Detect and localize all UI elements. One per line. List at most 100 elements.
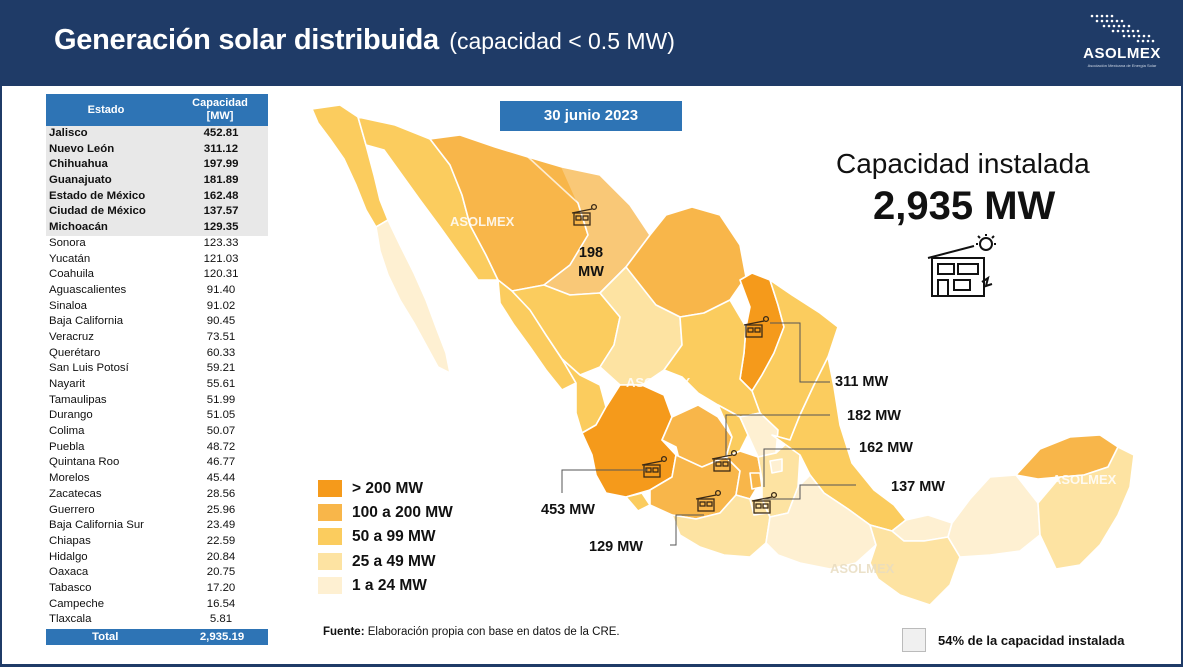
header-bar: Generación solar distribuida (capacidad … (0, 0, 1183, 86)
table-row: Nuevo León 311.12 (46, 141, 268, 158)
state-guerrero (671, 494, 771, 558)
table-row: Nayarit 55.61 (46, 377, 268, 393)
svg-text:ASOLMEX: ASOLMEX (1052, 472, 1117, 487)
solar-house-large-icon (927, 234, 996, 297)
page-title: Generación solar distribuida (capacidad … (54, 24, 675, 57)
table-row: Quintana Roo 46.77 (46, 455, 268, 471)
table-row: Tabasco 17.20 (46, 581, 268, 597)
capacity-table: Estado Capacidad [MW] Jalisco 452.81 Nuevo… (46, 94, 268, 645)
legend-label: > 200 MW (352, 480, 424, 497)
table-row: Durango 51.05 (46, 408, 268, 424)
state-capacity: 197.99 (203, 158, 239, 171)
state-name: Oaxaca (49, 566, 89, 579)
solar-house-icon (571, 203, 778, 514)
state-tlaxcala (769, 458, 783, 474)
state-name: Hidalgo (49, 550, 88, 563)
table-row: Hidalgo 20.84 (46, 550, 268, 566)
callout-guanajuato: 182 MW (847, 408, 901, 424)
svg-text:ASOLMEX: ASOLMEX (450, 214, 515, 229)
table-row: Tamaulipas 51.99 (46, 393, 268, 409)
state-name: San Luis Potosí (49, 362, 129, 375)
state-capacity: 5.81 (209, 613, 233, 626)
installed-capacity-value: 2,935 MW (873, 184, 1056, 228)
legend-swatch (318, 528, 342, 546)
total-label: Total (92, 631, 119, 643)
state-capacity: 129.35 (203, 221, 239, 234)
state-name: Durango (49, 409, 93, 422)
table-row: Zacatecas 28.56 (46, 487, 268, 503)
table-row: Morelos 45.44 (46, 471, 268, 487)
source-note: Fuente: Elaboración propia con base en d… (323, 626, 620, 638)
state-capacity: 51.05 (206, 409, 236, 422)
state-capacity: 46.77 (206, 456, 236, 469)
table-body: Jalisco 452.81 Nuevo León 311.12 Chihuahua 19… (46, 126, 268, 628)
state-name: Campeche (49, 597, 105, 610)
state-name: Tlaxcala (49, 613, 92, 626)
table-row: Baja California 90.45 (46, 314, 268, 330)
state-capacity: 181.89 (203, 174, 239, 187)
legend-label: 25 a 49 MW (352, 552, 436, 570)
title-main: Generación solar distribuida (54, 24, 439, 56)
total-value: 2,935.19 (199, 631, 245, 643)
callout-leader-lines (561, 322, 856, 546)
mexico-map: ASOLMEX ASOLMEX ASOLMEX ASOLMEX (311, 104, 1135, 606)
legend-swatch (318, 480, 342, 497)
state-capacity: 123.33 (203, 236, 239, 249)
state-name: Chiapas (49, 534, 91, 547)
state-campeche (947, 474, 1041, 558)
state-zacatecas (599, 266, 683, 386)
state-capacity: 73.51 (206, 330, 236, 343)
state-capacity: 91.02 (206, 299, 236, 312)
state-name: Tamaulipas (49, 393, 107, 406)
callout-ciudad-de-mexico: 137 MW (891, 479, 945, 495)
table-row: Jalisco 452.81 (46, 126, 268, 142)
state-name: Nuevo León (49, 142, 115, 155)
table-row: Tlaxcala 5.81 (46, 612, 268, 628)
table-row: Estado de México 162.48 (46, 188, 268, 205)
table-row: Guanajuato 181.89 (46, 173, 268, 189)
table-row: Sonora 123.33 (46, 236, 268, 252)
frame-right-border (1181, 86, 1183, 667)
table-row: Yucatán 121.03 (46, 252, 268, 268)
table-row: Colima 50.07 (46, 424, 268, 440)
column-header-state: Estado (87, 104, 125, 116)
state-capacity: 91.40 (206, 283, 236, 296)
table-row: Coahuila 120.31 (46, 267, 268, 283)
state-capacity: 50.07 (206, 425, 236, 438)
state-baja-california-sur (375, 219, 451, 374)
state-name: Guerrero (49, 503, 95, 516)
callout-nuevo-leon: 311 MW (835, 374, 889, 390)
table-row: San Luis Potosí 59.21 (46, 361, 268, 377)
table-row: Oaxaca 20.75 (46, 565, 268, 581)
table-row: Chiapas 22.59 (46, 534, 268, 550)
state-capacity: 121.03 (203, 252, 239, 265)
table-total-row: Total 2,935.19 (46, 629, 268, 645)
table-row: Sinaloa 91.02 (46, 299, 268, 315)
note-text: 54% de la capacidad instalada (938, 633, 1125, 648)
column-header-capacity: Capacidad [MW] (192, 97, 248, 122)
source-text: Elaboración propia con base en datos de … (367, 626, 620, 638)
state-name: Baja California Sur (49, 519, 144, 532)
installed-capacity-label: Capacidad instalada (836, 148, 1090, 179)
table-row: Campeche 16.54 (46, 597, 268, 613)
state-name: Nayarit (49, 378, 86, 390)
state-name: Veracruz (49, 330, 94, 343)
legend-label: 100 a 200 MW (352, 504, 453, 522)
legend-swatch (318, 552, 342, 570)
state-capacity: 60.33 (206, 346, 236, 359)
title-subtitle: (capacidad < 0.5 MW) (449, 28, 675, 54)
asolmex-logo: ASOLMEX Asociación Mexicana de Energía S… (1080, 12, 1164, 72)
state-capacity: 20.75 (206, 566, 236, 579)
table-row: Aguascalientes 91.40 (46, 283, 268, 299)
callout-estado-de-mexico: 162 MW (859, 440, 913, 456)
state-name: Zacatecas (49, 487, 102, 500)
frame-bottom-border (0, 664, 1183, 667)
state-name: Querétaro (49, 346, 101, 359)
state-name: Ciudad de México (49, 205, 146, 218)
logo-dots-icon (1090, 14, 1155, 43)
state-name: Colima (49, 425, 85, 438)
callout-chihuahua: 198 MW (575, 244, 607, 282)
table-row: Guerrero 25.96 (46, 503, 268, 519)
state-capacity: 311.12 (203, 142, 239, 155)
state-capacity: 59.21 (206, 362, 236, 375)
